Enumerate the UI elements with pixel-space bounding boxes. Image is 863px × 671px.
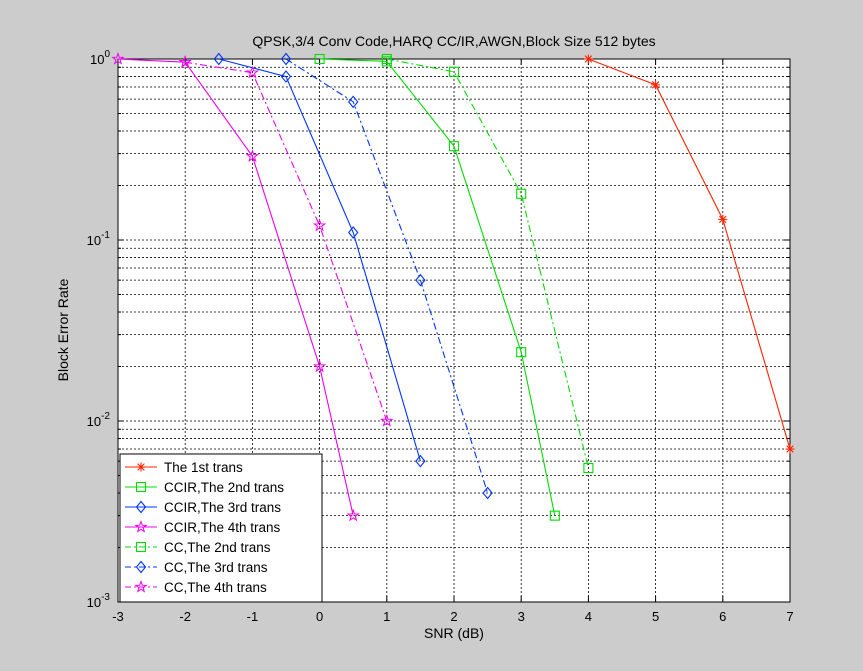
data-point <box>347 226 359 239</box>
y-tick-label: 10-3 <box>87 592 111 610</box>
data-point <box>448 141 460 152</box>
data-point <box>583 462 594 474</box>
chart-title: QPSK,3/4 Conv Code,HARQ CC/IR,AWGN,Block… <box>252 33 655 49</box>
x-axis-label: SNR (dB) <box>424 625 484 641</box>
y-tick-base: 10 <box>90 52 104 67</box>
data-point <box>312 218 327 232</box>
x-tick-label: 3 <box>518 609 525 624</box>
data-point <box>347 95 359 109</box>
x-tick-label: 4 <box>585 609 592 624</box>
series-line <box>285 58 489 494</box>
data-point <box>516 188 527 199</box>
x-tick-label: 2 <box>450 609 457 624</box>
x-tick-label: -3 <box>112 609 124 624</box>
legend-marker <box>134 519 148 533</box>
x-tick-label: 5 <box>652 609 659 624</box>
data-point <box>718 214 728 224</box>
data-point <box>448 66 460 77</box>
series-line <box>588 58 791 450</box>
legend-label: CCIR,The 3rd trans <box>164 500 281 515</box>
data-point <box>415 454 426 468</box>
x-tick-label: 6 <box>719 609 726 624</box>
y-tick-exponent: 0 <box>104 49 110 60</box>
series-5 <box>381 53 594 474</box>
data-point <box>346 508 360 522</box>
y-tick-label: 100 <box>90 49 110 67</box>
series-group <box>111 51 795 522</box>
series-1 <box>583 54 795 454</box>
legend-entry: CCIR,The 4th trans <box>125 519 281 535</box>
data-point <box>516 347 527 358</box>
legend-marker <box>135 500 147 514</box>
legend-label: CC,The 2nd trans <box>164 540 271 555</box>
series-line <box>319 58 556 516</box>
data-point <box>314 53 325 65</box>
legend-marker <box>135 541 147 553</box>
legend-marker <box>134 579 148 593</box>
data-point <box>785 444 795 454</box>
x-tick-label: -2 <box>179 609 191 624</box>
y-tick-exponent: -3 <box>101 592 110 603</box>
data-point <box>213 52 225 66</box>
data-point <box>380 413 394 427</box>
legend-label: CC,The 4th trans <box>164 580 267 595</box>
series-line <box>117 58 354 516</box>
legend-label: CCIR,The 4th trans <box>164 520 281 535</box>
y-axis-label: Block Error Rate <box>55 278 71 381</box>
y-tick-exponent: -1 <box>101 230 110 241</box>
data-point <box>280 52 292 66</box>
data-point <box>178 55 192 68</box>
series-line <box>386 58 589 469</box>
legend-label: The 1st trans <box>164 460 243 475</box>
x-tick-label: 0 <box>316 609 323 624</box>
legend-label: CCIR,The 2nd trans <box>164 480 284 495</box>
data-point <box>245 65 260 79</box>
grid-lines <box>118 59 790 602</box>
legend-entry: CC,The 3rd trans <box>125 560 268 575</box>
y-tick-base: 10 <box>87 233 101 248</box>
data-point <box>245 149 260 162</box>
legend-label: CC,The 3rd trans <box>164 560 268 575</box>
legend-box <box>119 453 323 603</box>
data-point <box>381 53 392 65</box>
data-point <box>415 273 426 287</box>
legend-entry: CCIR,The 2nd trans <box>125 480 284 495</box>
legend: The 1st trans CCIR,The 2nd trans CCIR,The … <box>119 453 323 603</box>
legend-marker <box>136 462 146 472</box>
y-tick-label: 10-1 <box>87 230 111 248</box>
legend-marker <box>135 481 147 493</box>
x-tick-label: 7 <box>786 609 793 624</box>
y-tick-base: 10 <box>87 595 101 610</box>
data-point <box>482 486 493 500</box>
y-tick-label: 10-2 <box>87 411 111 429</box>
data-point <box>549 510 560 521</box>
legend-marker <box>135 560 147 574</box>
series-7 <box>178 55 394 427</box>
data-point <box>280 70 292 83</box>
data-point <box>651 80 661 90</box>
x-tick-label: -1 <box>247 609 259 624</box>
legend-entry: CC,The 4th trans <box>125 579 267 595</box>
data-point <box>312 359 327 373</box>
x-tick-label: 1 <box>383 609 390 624</box>
series-line <box>185 61 388 422</box>
legend-entry: The 1st trans <box>125 460 243 475</box>
legend-entry: CCIR,The 3rd trans <box>125 500 281 515</box>
data-point <box>583 54 593 64</box>
y-tick-exponent: -2 <box>101 411 110 422</box>
series-6 <box>280 52 493 500</box>
y-tick-base: 10 <box>87 414 101 429</box>
legend-entry: CC,The 2nd trans <box>125 540 271 555</box>
data-point <box>111 51 125 65</box>
